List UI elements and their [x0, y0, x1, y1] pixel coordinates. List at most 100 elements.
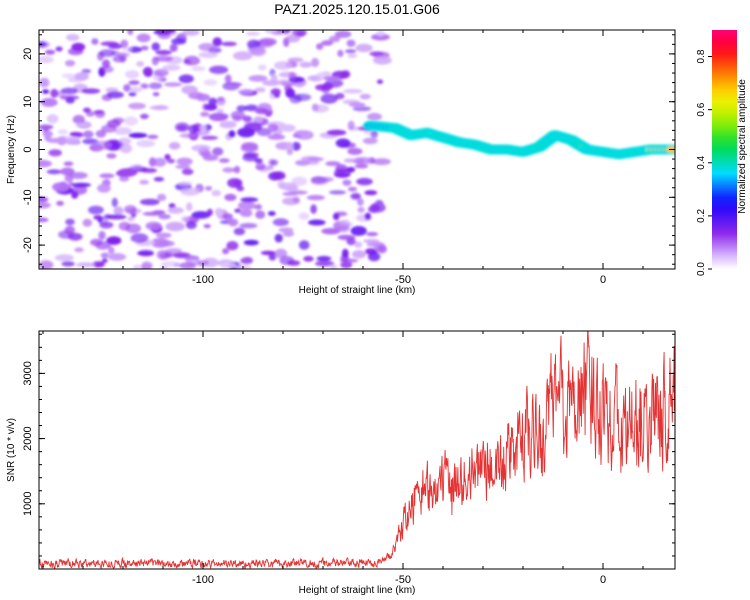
noise-blob — [46, 114, 59, 124]
x-axis-label: Height of straight line (km) — [299, 585, 416, 596]
noise-blob — [248, 75, 268, 82]
noise-blob — [311, 57, 320, 68]
noise-blob — [209, 65, 229, 75]
noise-blob — [98, 230, 106, 240]
noise-blob — [69, 172, 88, 179]
noise-blob — [306, 157, 324, 162]
noise-blob — [151, 42, 161, 51]
noise-blob — [354, 164, 369, 169]
noise-blob — [307, 160, 320, 165]
noise-blob — [370, 130, 379, 139]
noise-blob — [288, 71, 296, 82]
noise-blob — [60, 167, 75, 176]
noise-blob — [142, 66, 153, 77]
noise-blob — [167, 207, 184, 214]
noise-blob — [136, 251, 154, 256]
noise-blob — [218, 158, 230, 164]
noise-blob — [163, 82, 183, 87]
noise-blob — [347, 147, 363, 155]
noise-blob — [294, 159, 311, 166]
y-tick-label: -20 — [22, 237, 34, 253]
noise-blob — [242, 153, 258, 162]
noise-blob — [169, 43, 178, 52]
noise-blob — [216, 108, 224, 114]
noise-blob — [156, 250, 170, 260]
noise-blob — [101, 124, 117, 133]
noise-blob — [257, 64, 267, 71]
noise-blob — [127, 30, 134, 35]
noise-blob — [188, 124, 199, 134]
noise-blob — [370, 204, 381, 212]
noise-blob — [316, 255, 332, 262]
y-tick-label: 1000 — [22, 492, 34, 516]
noise-blob — [367, 112, 382, 121]
noise-blob — [277, 180, 285, 189]
y-tick-label: 10 — [22, 96, 34, 108]
noise-blob — [108, 43, 123, 49]
noise-blob — [39, 159, 52, 168]
noise-blob — [328, 190, 347, 195]
noise-blob — [46, 169, 62, 175]
noise-blob — [133, 264, 142, 269]
signal-trace — [363, 120, 675, 160]
noise-blob — [352, 106, 372, 112]
noise-blob — [183, 59, 191, 64]
noise-blob — [82, 218, 93, 227]
noise-blob — [202, 103, 209, 111]
noise-blob — [221, 41, 238, 47]
noise-blob — [162, 64, 181, 71]
noise-blob — [124, 116, 138, 126]
noise-blob — [196, 93, 211, 102]
x-tick-label: 0 — [600, 574, 606, 586]
colorbar-label: Normalized spectral amplitude — [737, 79, 748, 214]
noise-blob — [293, 93, 312, 102]
noise-blob — [173, 262, 181, 268]
noise-blob — [357, 206, 365, 213]
noise-blob — [307, 75, 318, 81]
noise-blob — [372, 158, 391, 166]
noise-blob — [92, 140, 112, 150]
noise-blob — [176, 33, 187, 43]
noise-blob — [347, 186, 358, 192]
noise-blob — [100, 252, 110, 259]
y-tick-label: -10 — [22, 189, 34, 205]
noise-blob — [271, 171, 286, 181]
noise-blob — [196, 260, 209, 266]
noise-blob — [342, 179, 352, 186]
noise-blob — [342, 88, 363, 94]
noise-blob — [198, 43, 216, 51]
noise-blob — [117, 168, 138, 177]
noise-blob — [140, 113, 149, 120]
noise-blob — [106, 91, 124, 99]
y-axis-label: Frequency (Hz) — [6, 115, 17, 184]
noise-blob — [148, 157, 157, 167]
noise-blob — [180, 187, 200, 196]
noise-blob — [71, 42, 86, 52]
noise-blob — [285, 88, 296, 98]
noise-blob — [279, 255, 295, 266]
noise-blob — [321, 40, 333, 46]
noise-blob — [50, 88, 59, 98]
x-axis-label: Height of straight line (km) — [299, 285, 416, 296]
noise-blob — [303, 255, 314, 262]
noise-blob — [128, 102, 146, 110]
noise-blob — [326, 129, 347, 136]
noise-blob — [39, 196, 49, 203]
noise-blob — [298, 212, 310, 220]
noise-blob — [274, 248, 288, 259]
noise-blob — [39, 55, 54, 64]
noise-blob — [118, 221, 131, 231]
noise-blob — [64, 225, 76, 235]
noise-blob — [205, 186, 213, 191]
noise-blob — [139, 198, 160, 206]
noise-blob — [219, 120, 237, 129]
noise-blob — [228, 218, 239, 227]
noise-blob — [310, 204, 317, 214]
y-axis-label: SNR (10 * v/v) — [6, 418, 17, 482]
noise-blob — [203, 79, 218, 86]
noise-blob — [56, 200, 64, 206]
noise-blob — [321, 71, 332, 77]
noise-blob — [91, 38, 99, 45]
noise-blob — [333, 213, 340, 221]
